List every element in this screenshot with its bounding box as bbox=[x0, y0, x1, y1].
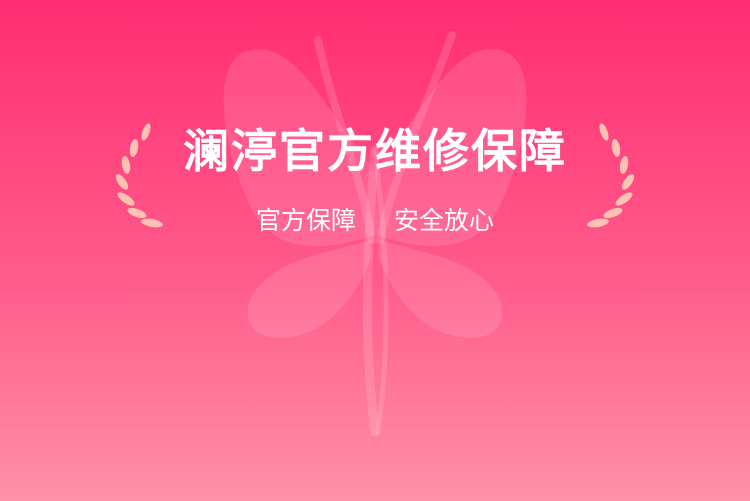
banner-subtitle: 官方保障 安全放心 bbox=[0, 203, 750, 239]
laurel-right-icon bbox=[587, 123, 635, 228]
subtitle-official-guarantee: 官方保障 bbox=[255, 206, 356, 235]
banner-title: 澜渟官方维修保障 bbox=[183, 124, 567, 178]
laurel-left-icon bbox=[115, 123, 163, 228]
subtitle-safe-assurance: 安全放心 bbox=[394, 206, 495, 235]
